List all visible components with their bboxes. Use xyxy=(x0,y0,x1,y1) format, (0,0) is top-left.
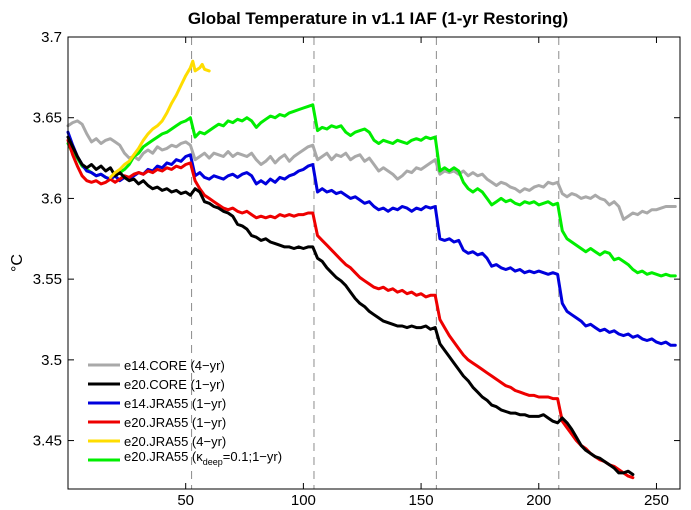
x-tick-label: 150 xyxy=(409,492,434,509)
x-tick-label: 200 xyxy=(526,492,551,509)
legend-label-s6: e20.JRA55 (κdeep=0.1;1−yr) xyxy=(124,449,282,467)
legend-label-s3: e14.JRA55 (1−yr) xyxy=(124,396,226,411)
series-line-s5 xyxy=(108,59,211,179)
series-line-s2 xyxy=(66,135,635,476)
y-tick-label: 3.6 xyxy=(41,190,62,207)
y-axis-label: °C xyxy=(9,254,26,272)
series-line-s4 xyxy=(66,138,635,480)
series-line-s1 xyxy=(66,119,677,221)
y-axis-ticks: 3.45 3.5 3.55 3.6 3.65 3.7 xyxy=(33,29,680,450)
legend-label-s4: e20.JRA55 (1−yr) xyxy=(124,415,226,430)
reference-lines xyxy=(191,37,560,489)
legend-label-s2: e20.CORE (1−yr) xyxy=(124,377,225,392)
x-tick-label: 250 xyxy=(644,492,669,509)
y-tick-label: 3.65 xyxy=(33,110,62,127)
x-tick-label: 50 xyxy=(177,492,194,509)
legend-label-s1: e14.CORE (4−yr) xyxy=(124,358,225,373)
series-lines xyxy=(66,59,677,480)
plot-frame xyxy=(67,36,681,490)
legend-label-s6-sub: deep xyxy=(203,457,223,467)
x-tick-label: 100 xyxy=(291,492,316,509)
legend-label-s6-post: =0.1;1−yr) xyxy=(223,449,282,464)
legend-label-s6-kappa: κ xyxy=(196,449,203,464)
series-line-s3 xyxy=(66,130,677,347)
legend-label-s6-pre: e20.JRA55 ( xyxy=(124,449,197,464)
legend-label-s5: e20.JRA55 (4−yr) xyxy=(124,434,226,449)
x-axis-ticks: 50 100 150 200 250 xyxy=(177,37,669,509)
series-line-s6 xyxy=(66,103,677,278)
chart-title: Global Temperature in v1.1 IAF (1-yr Res… xyxy=(188,9,568,28)
y-tick-label: 3.45 xyxy=(33,433,62,450)
y-tick-label: 3.55 xyxy=(33,271,62,288)
y-tick-label: 3.7 xyxy=(41,29,62,46)
legend: e14.CORE (4−yr) e20.CORE (1−yr) e14.JRA5… xyxy=(88,358,282,467)
y-tick-label: 3.5 xyxy=(41,352,62,369)
